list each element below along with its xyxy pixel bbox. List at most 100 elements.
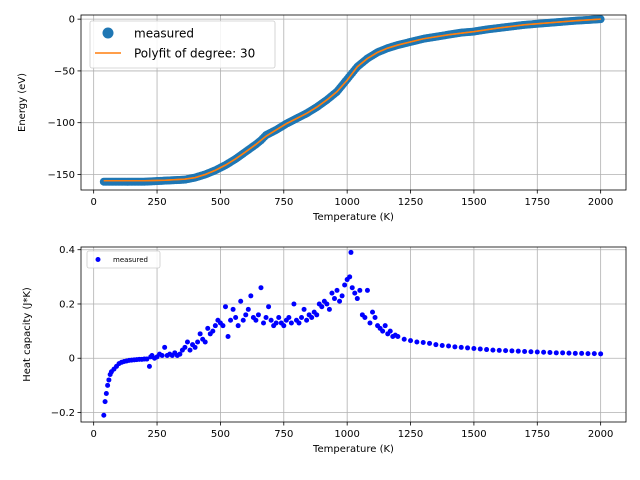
measured-point <box>354 296 360 302</box>
measured-point <box>261 320 267 326</box>
x-tick-label: 2000 <box>588 429 613 440</box>
measured-point <box>319 304 325 310</box>
measured-point <box>560 350 566 356</box>
legend-measured-marker <box>95 257 101 262</box>
measured-point <box>522 348 528 354</box>
measured-point <box>566 350 572 356</box>
measured-point <box>245 306 251 312</box>
measured-point <box>534 349 540 355</box>
y-tick-label: 0.2 <box>59 299 75 310</box>
x-tick-label: 1750 <box>525 197 550 208</box>
legend: measured Polyfit of degree: 30 <box>89 20 276 69</box>
legend: measured <box>86 250 161 269</box>
measured-point <box>288 320 294 326</box>
measured-point <box>503 348 509 354</box>
measured-point <box>585 351 591 357</box>
measured-point <box>309 315 315 321</box>
measured-point <box>433 342 439 348</box>
x-tick-label: 1000 <box>334 429 359 440</box>
measured-point <box>331 296 337 302</box>
measured-point <box>528 349 534 355</box>
x-tick-label: 0 <box>90 429 96 440</box>
measured-point <box>509 348 515 354</box>
measured-point <box>106 377 112 383</box>
x-tick-label: 1500 <box>461 429 486 440</box>
x-tick-label: 1750 <box>525 429 550 440</box>
x-tick-label: 500 <box>211 197 230 208</box>
measured-point <box>273 320 279 326</box>
measured-point <box>382 323 388 329</box>
measured-point <box>220 323 226 329</box>
measured-point <box>579 350 585 356</box>
measured-point <box>286 315 292 321</box>
measured-point <box>228 317 234 323</box>
legend-box <box>89 20 276 69</box>
measured-point <box>162 344 168 350</box>
plot-area <box>101 249 604 418</box>
axes-frame <box>80 14 627 191</box>
y-tick-label: −150 <box>48 170 75 181</box>
measured-point <box>233 315 239 321</box>
measured-point <box>103 391 109 397</box>
x-tick-label: 500 <box>211 429 230 440</box>
legend-label: measured <box>134 26 194 40</box>
measured-point <box>324 301 330 307</box>
measured-point <box>291 301 297 307</box>
measured-point <box>210 328 216 334</box>
measured-point <box>372 315 378 321</box>
measured-point <box>484 347 490 353</box>
measured-point <box>591 351 597 357</box>
measured-point <box>301 306 307 312</box>
measured-point <box>192 344 198 350</box>
measured-point <box>465 345 471 351</box>
measured-point <box>326 306 332 312</box>
x-tick-label: 2000 <box>588 197 613 208</box>
measured-point <box>159 353 165 359</box>
measured-point <box>187 347 193 353</box>
measured-point <box>452 344 458 350</box>
measured-point <box>299 315 305 321</box>
measured-point <box>258 285 264 291</box>
x-tick-label: 1250 <box>398 429 423 440</box>
y-tick-label: −50 <box>54 66 75 77</box>
measured-point <box>446 343 452 349</box>
measured-point <box>364 287 370 293</box>
measured-point <box>243 312 249 318</box>
measured-point <box>304 317 310 323</box>
x-axis-label: Temperature (K) <box>312 444 394 455</box>
y-tick-label: 0 <box>69 354 75 365</box>
measured-point <box>408 338 414 344</box>
measured-point <box>268 317 274 323</box>
measured-point <box>225 334 231 340</box>
measured-point <box>230 306 236 312</box>
measured-point <box>339 293 345 299</box>
axes-frame <box>80 246 627 423</box>
measured-point <box>296 320 302 326</box>
measured-point <box>101 412 107 418</box>
measured-point <box>401 336 407 342</box>
measured-point <box>253 317 259 323</box>
legend-measured-marker <box>102 27 114 39</box>
measured-point <box>146 363 152 369</box>
y-tick-label: −100 <box>48 118 75 129</box>
measured-point <box>248 293 254 299</box>
measured-point <box>477 346 483 352</box>
measured-point <box>222 304 228 310</box>
y-axis-label: Heat capacity (J*K) <box>22 287 33 382</box>
measured-point <box>182 344 188 350</box>
x-tick-label: 750 <box>274 197 293 208</box>
measured-point <box>105 382 111 388</box>
x-tick-label: 1250 <box>398 197 423 208</box>
measured-point <box>276 315 282 321</box>
measured-point <box>102 399 108 405</box>
measured-point <box>598 351 604 357</box>
chart-panel-2: 0 250 500 750 1000 1250 1500 1750 2000 0.4 0.2 0 −0.… <box>22 245 627 455</box>
measured-point <box>572 350 578 356</box>
measured-point <box>458 344 464 350</box>
measured-point <box>427 340 433 346</box>
x-tick-label: 250 <box>147 429 166 440</box>
x-axis-label: Temperature (K) <box>312 212 394 223</box>
measured-point <box>314 312 320 318</box>
legend-label: Polyfit of degree: 30 <box>134 46 255 60</box>
